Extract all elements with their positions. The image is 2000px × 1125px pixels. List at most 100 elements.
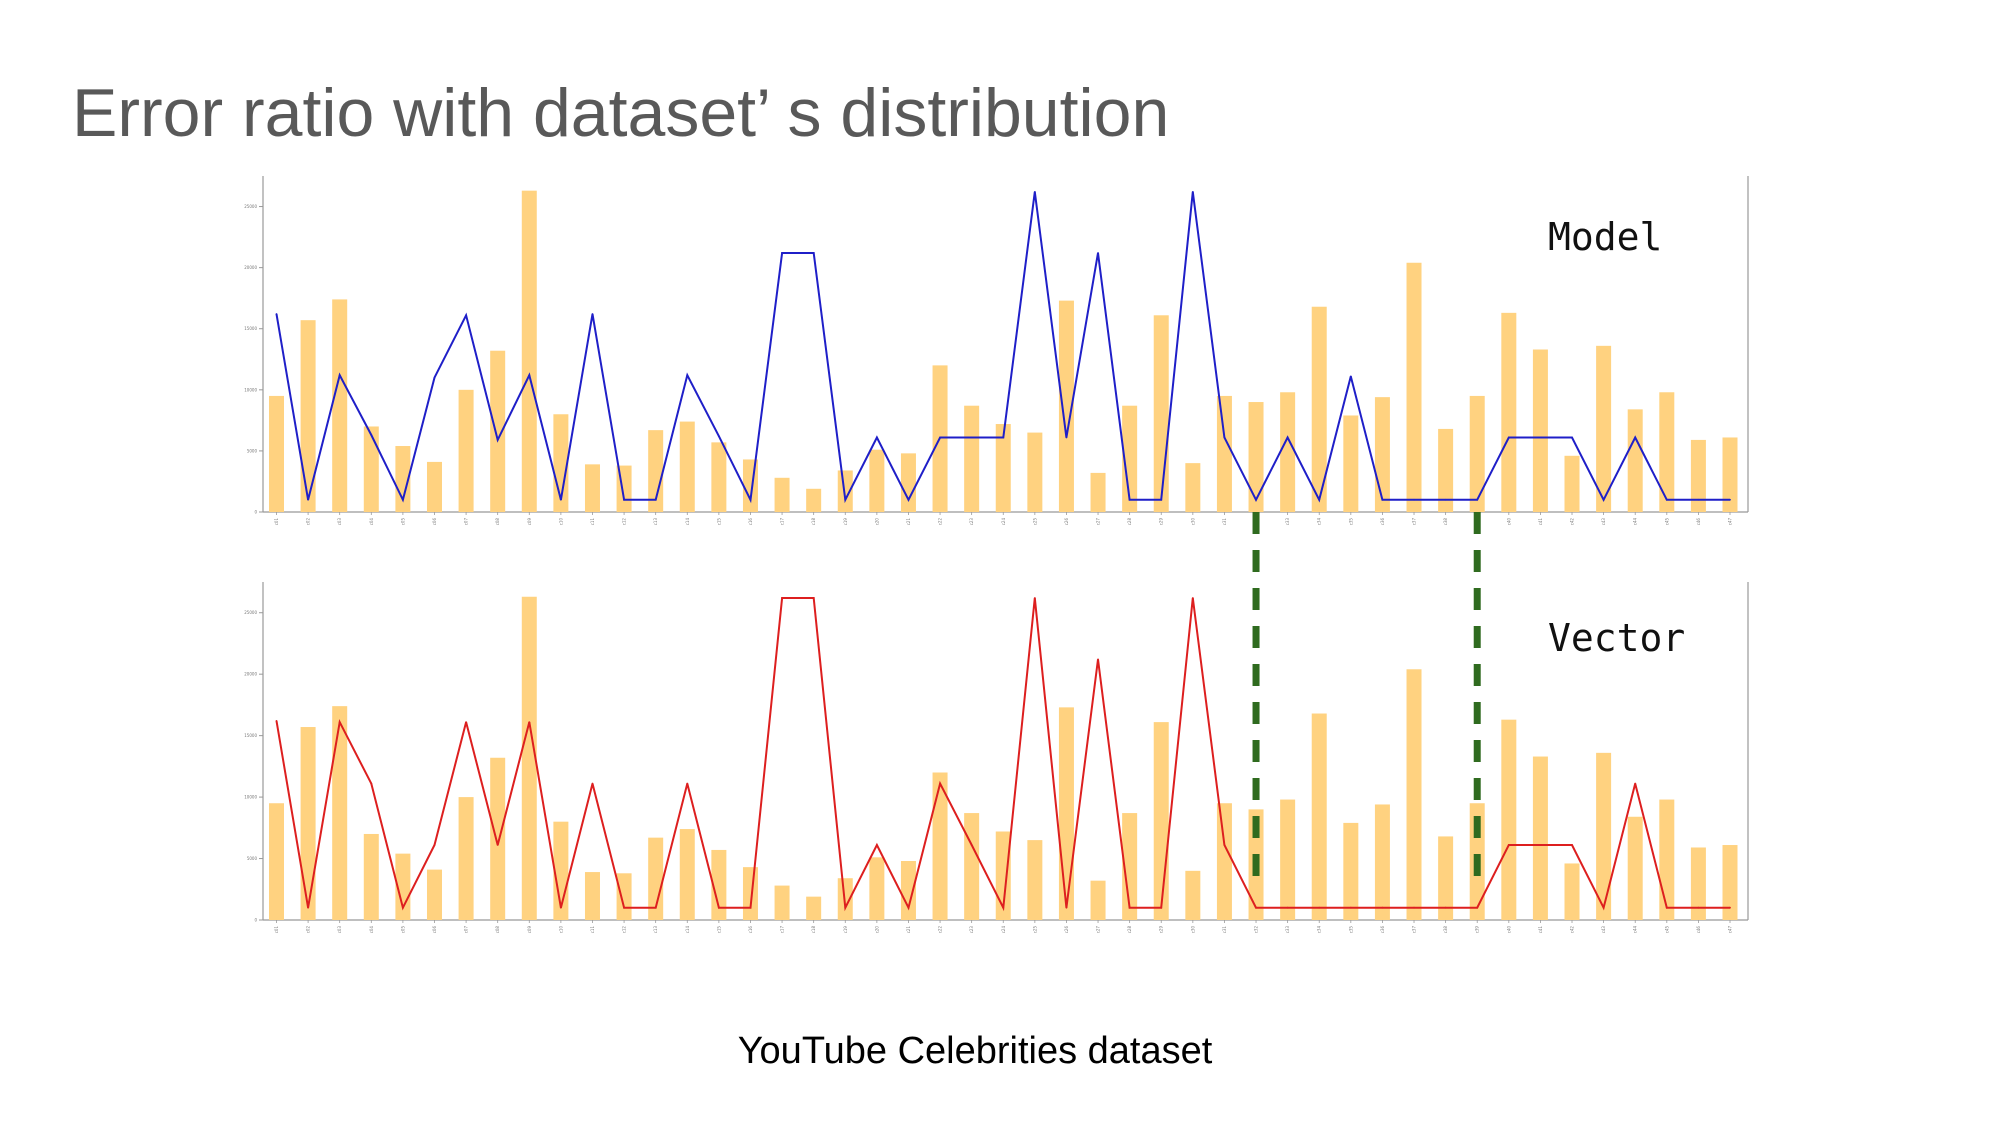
bar-0-43	[1627, 409, 1643, 512]
line-point-1-24	[1033, 597, 1036, 599]
line-point-1-42	[1602, 906, 1605, 909]
bar-0-24	[1027, 432, 1043, 512]
line-point-1-12	[654, 906, 657, 909]
bar-0-14	[711, 442, 727, 512]
x-tick-label-1-45: c46	[1696, 926, 1701, 934]
x-tick-label-1-9: c10	[558, 926, 563, 934]
x-tick-label-1-37: c38	[1443, 926, 1448, 934]
line-point-0-43	[1634, 436, 1637, 439]
line-point-1-5	[433, 844, 436, 846]
line-point-1-29	[1191, 597, 1194, 599]
line-point-0-10	[591, 313, 594, 315]
x-tick-label-1-12: c13	[653, 926, 658, 934]
line-point-0-8	[528, 374, 531, 377]
line-point-0-37	[1444, 498, 1447, 501]
line-point-1-36	[1413, 906, 1415, 909]
line-point-1-3	[370, 782, 373, 785]
bar-0-45	[1690, 439, 1706, 512]
bar-1-15	[742, 867, 758, 920]
line-point-1-0	[275, 719, 278, 722]
bar-0-42	[1596, 345, 1612, 512]
x-tick-label-0-14: c15	[716, 518, 721, 526]
x-tick-label-1-33: c34	[1317, 926, 1322, 934]
line-point-1-21	[939, 782, 941, 785]
x-tick-label-0-39: c40	[1506, 518, 1511, 526]
bar-1-39	[1501, 719, 1517, 920]
bar-1-25	[1058, 707, 1074, 920]
x-tick-label-1-23: c24	[1001, 926, 1006, 934]
line-point-0-18	[844, 498, 847, 501]
line-point-1-22	[970, 844, 973, 846]
x-tick-label-0-1: c02	[306, 518, 311, 526]
line-point-0-30	[1223, 436, 1226, 439]
x-tick-label-1-39: c40	[1506, 926, 1511, 934]
x-tick-label-1-32: c33	[1285, 926, 1290, 934]
bar-0-23	[995, 424, 1011, 512]
bar-1-26	[1090, 880, 1106, 920]
bar-1-20	[900, 861, 916, 920]
x-tick-label-1-20: c21	[906, 926, 911, 934]
line-point-1-44	[1665, 906, 1668, 909]
x-tick-label-1-17: c18	[811, 926, 816, 934]
line-point-0-35	[1381, 498, 1384, 501]
x-tick-label-0-27: c28	[1127, 518, 1132, 526]
x-tick-label-0-24: c25	[1032, 518, 1037, 526]
bar-1-29	[1185, 870, 1201, 920]
x-tick-label-1-1: c02	[306, 926, 311, 934]
bar-0-36	[1406, 262, 1422, 512]
bar-1-32	[1280, 799, 1296, 920]
bar-0-6	[458, 389, 474, 512]
x-tick-label-1-40: c41	[1538, 926, 1543, 934]
line-point-0-28	[1160, 498, 1163, 501]
line-point-1-10	[591, 782, 594, 785]
bar-0-26	[1090, 472, 1106, 512]
y-tick-label-0-4: 20000	[244, 265, 257, 270]
bar-1-23	[995, 831, 1011, 920]
bar-0-29	[1185, 463, 1201, 512]
line-point-1-7	[496, 844, 499, 846]
x-tick-label-1-35: c36	[1380, 926, 1385, 934]
x-tick-label-1-5: c06	[432, 926, 437, 934]
x-tick-label-1-26: c27	[1096, 926, 1101, 934]
x-tick-label-0-41: c42	[1570, 518, 1575, 526]
bar-1-34	[1343, 822, 1359, 920]
bar-1-2	[332, 706, 348, 920]
line-point-0-45	[1697, 498, 1700, 501]
bar-0-38	[1469, 395, 1485, 512]
x-tick-label-1-4: c05	[400, 926, 405, 934]
line-point-1-35	[1381, 906, 1384, 909]
y-tick-label-0-5: 25000	[244, 204, 257, 209]
bar-1-11	[616, 873, 632, 920]
bar-1-37	[1438, 836, 1454, 920]
line-point-1-28	[1160, 906, 1163, 909]
line-point-1-46	[1729, 906, 1731, 909]
bar-1-36	[1406, 669, 1422, 920]
bar-0-44	[1659, 392, 1675, 512]
x-tick-label-1-21: c22	[938, 926, 943, 934]
line-point-0-24	[1033, 190, 1036, 193]
bar-1-0	[269, 803, 284, 920]
x-tick-label-0-25: c26	[1064, 518, 1069, 526]
x-tick-label-1-22: c23	[969, 926, 974, 934]
line-point-0-27	[1128, 498, 1131, 501]
bar-0-20	[900, 453, 916, 512]
bar-0-32	[1280, 392, 1296, 512]
line-point-0-21	[939, 436, 941, 439]
line-point-0-32	[1286, 436, 1289, 439]
bar-0-19	[869, 449, 885, 512]
bar-0-33	[1311, 306, 1327, 512]
x-tick-label-0-46: c47	[1728, 518, 1733, 526]
y-tick-label-0-0: 0	[254, 510, 257, 515]
x-tick-label-0-7: c08	[495, 518, 500, 526]
bar-0-1	[300, 320, 316, 512]
x-tick-label-1-15: c16	[748, 926, 753, 934]
x-tick-label-0-16: c17	[780, 518, 785, 526]
x-tick-label-1-43: c44	[1633, 926, 1638, 934]
bar-0-13	[679, 421, 695, 512]
bar-1-33	[1311, 713, 1327, 920]
line-point-1-19	[875, 844, 878, 846]
line-point-0-11	[623, 498, 625, 501]
line-point-0-13	[686, 374, 689, 377]
line-point-0-42	[1602, 498, 1605, 501]
x-tick-label-0-13: c14	[685, 518, 690, 526]
